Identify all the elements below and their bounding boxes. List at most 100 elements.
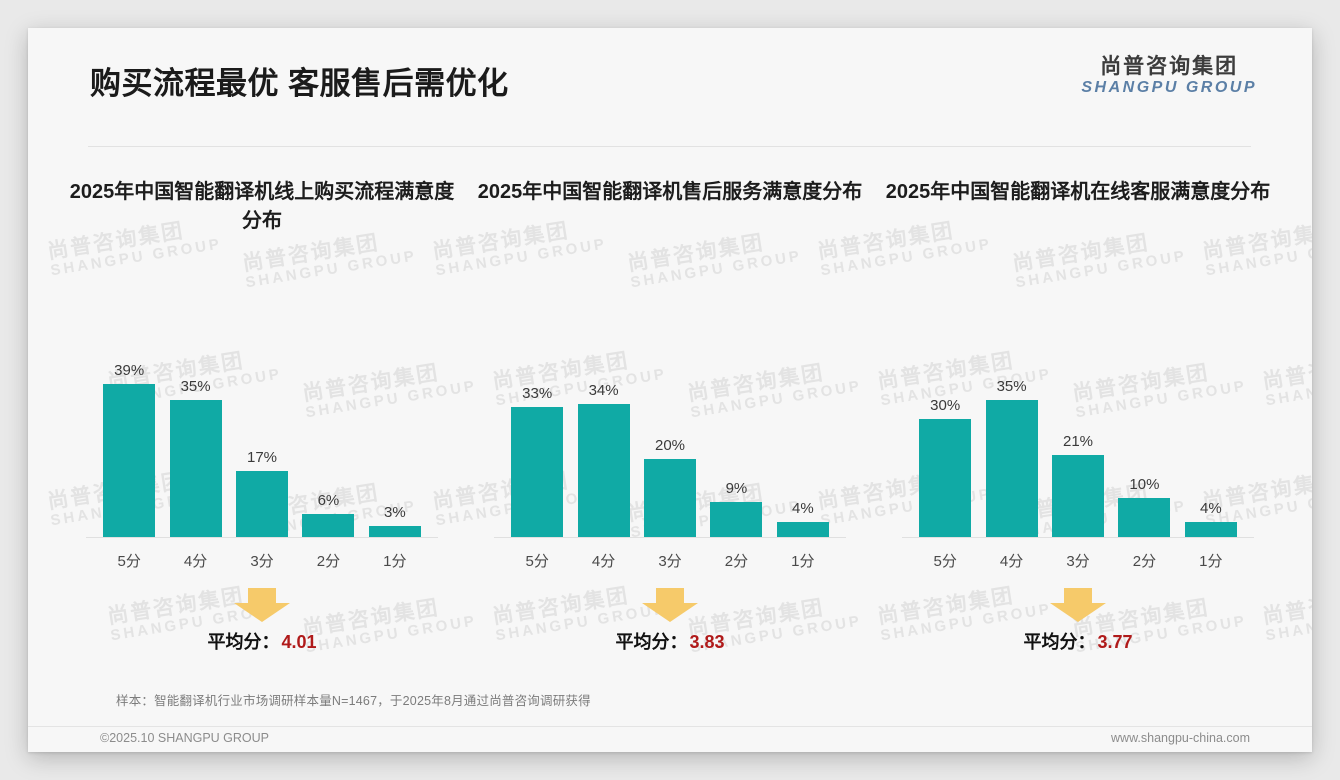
bar-value-label: 10% bbox=[1129, 476, 1160, 494]
chart-title: 2025年中国智能翻译机在线客服满意度分布 bbox=[885, 181, 1271, 203]
bar-slot[interactable]: 4% bbox=[774, 333, 832, 538]
x-axis-tick-label: 5分 bbox=[117, 553, 141, 570]
bar-slot[interactable]: 6% bbox=[299, 333, 357, 538]
page-title: 购买流程最优 客服售后需优化 bbox=[90, 66, 509, 101]
average-score-label: 平均分： bbox=[615, 632, 688, 652]
bar-slot[interactable]: 35% bbox=[982, 333, 1040, 538]
charts-row: 2025年中国智能翻译机线上购买流程满意度分布 39% 35% 17% 6% 3% 5分 4分… bbox=[58, 178, 1282, 688]
average-score-label: 平均分： bbox=[207, 632, 280, 652]
x-axis-tick-label: 1分 bbox=[791, 553, 815, 570]
bar-value-label: 4% bbox=[1200, 500, 1222, 518]
bar[interactable] bbox=[368, 526, 421, 538]
bar-value-label: 3% bbox=[384, 504, 406, 522]
bar[interactable] bbox=[302, 514, 355, 538]
bar-group: 33% 34% 20% 9% 4% bbox=[508, 333, 832, 538]
bar-value-label: 17% bbox=[246, 448, 278, 466]
x-axis-line bbox=[86, 537, 438, 538]
bar[interactable] bbox=[169, 399, 222, 538]
bar[interactable] bbox=[236, 470, 288, 538]
x-axis-tick-label: 2分 bbox=[316, 553, 341, 570]
average-score-block: 平均分： 4.01 bbox=[58, 588, 466, 654]
bar-value-label: 33% bbox=[522, 385, 553, 403]
x-axis-tick-label: 4分 bbox=[999, 553, 1024, 570]
chart-panel: 2025年中国智能翻译机在线客服满意度分布 30% 35% 21% 10% 4% 5分 4分 3… bbox=[874, 178, 1282, 688]
x-axis-tick-label: 2分 bbox=[724, 553, 749, 570]
average-score-value: 4.01 bbox=[281, 632, 317, 652]
x-axis-tick-label: 1分 bbox=[383, 553, 407, 570]
average-score-text: 平均分： 3.77 bbox=[874, 628, 1282, 654]
average-score-block: 平均分： 3.83 bbox=[466, 588, 874, 654]
bar[interactable] bbox=[644, 458, 696, 538]
footer-divider bbox=[28, 726, 1312, 727]
x-axis-tick-label: 4分 bbox=[591, 553, 616, 570]
bar[interactable] bbox=[1184, 522, 1237, 538]
bar-value-label: 39% bbox=[114, 361, 145, 379]
bar[interactable] bbox=[1052, 454, 1104, 538]
bar[interactable] bbox=[577, 403, 630, 538]
bar-slot[interactable]: 34% bbox=[574, 333, 632, 538]
down-arrow-icon bbox=[642, 588, 698, 622]
bar-slot[interactable]: 10% bbox=[1115, 333, 1173, 538]
website-text[interactable]: www.shangpu-china.com bbox=[1111, 731, 1250, 745]
bar-slot[interactable]: 21% bbox=[1049, 333, 1107, 538]
bar[interactable] bbox=[1118, 498, 1171, 538]
x-axis-tick-label: 3分 bbox=[1066, 553, 1090, 570]
bar-value-label: 30% bbox=[930, 397, 961, 415]
bar[interactable] bbox=[103, 383, 156, 538]
x-axis-tick-label: 4分 bbox=[183, 553, 208, 570]
bar-slot[interactable]: 4% bbox=[1182, 333, 1240, 538]
down-arrow-icon bbox=[234, 588, 290, 622]
bar-value-label: 35% bbox=[180, 377, 211, 395]
bar-slot[interactable]: 9% bbox=[707, 333, 765, 538]
bar[interactable] bbox=[776, 522, 829, 538]
slide-page: 尚普咨询集团 SHANGPU GROUP 尚普咨询集团 SHANGPU GROUP 尚普… bbox=[28, 28, 1312, 752]
bar-slot[interactable]: 3% bbox=[366, 333, 424, 538]
logo-chinese-text: 尚普咨询集团 bbox=[1100, 55, 1239, 78]
brand-logo: 尚普咨询集团 SHANGPU GROUP bbox=[1081, 55, 1257, 98]
average-score-text: 平均分： 4.01 bbox=[58, 628, 466, 654]
x-axis-tick-label: 3分 bbox=[250, 553, 274, 570]
bar-slot[interactable]: 33% bbox=[508, 333, 566, 538]
average-score-label: 平均分： bbox=[1023, 632, 1096, 652]
bar-value-label: 35% bbox=[996, 377, 1027, 395]
x-axis-labels: 5分 4分 3分 2分 1分 bbox=[100, 550, 424, 571]
copyright-text: ©2025.10 SHANGPU GROUP bbox=[100, 731, 269, 745]
down-arrow-icon bbox=[1050, 588, 1106, 622]
slide-header: 购买流程最优 客服售后需优化 尚普咨询集团 SHANGPU GROUP bbox=[28, 28, 1312, 120]
bar-slot[interactable]: 17% bbox=[233, 333, 291, 538]
bar-value-label: 6% bbox=[317, 492, 340, 510]
bar-value-label: 20% bbox=[654, 436, 686, 454]
slide-footer: ©2025.10 SHANGPU GROUP www.shangpu-china… bbox=[28, 727, 1312, 752]
x-axis-labels: 5分 4分 3分 2分 1分 bbox=[508, 550, 832, 571]
bar-slot[interactable]: 35% bbox=[166, 333, 224, 538]
header-divider bbox=[88, 146, 1251, 147]
bar-value-label: 21% bbox=[1062, 432, 1094, 450]
bar-group: 30% 35% 21% 10% 4% bbox=[916, 333, 1240, 538]
x-axis-tick-label: 5分 bbox=[525, 553, 549, 570]
bar-group: 39% 35% 17% 6% 3% bbox=[100, 333, 424, 538]
average-score-block: 平均分： 3.77 bbox=[874, 588, 1282, 654]
bar[interactable] bbox=[919, 419, 972, 538]
x-axis-tick-label: 3分 bbox=[658, 553, 682, 570]
bar-slot[interactable]: 39% bbox=[100, 333, 158, 538]
bar-slot[interactable]: 30% bbox=[916, 333, 974, 538]
x-axis-tick-label: 2分 bbox=[1132, 553, 1157, 570]
chart-plot-area: 39% 35% 17% 6% 3% bbox=[58, 333, 466, 538]
x-axis-line bbox=[494, 537, 846, 538]
bar-slot[interactable]: 20% bbox=[641, 333, 699, 538]
bar[interactable] bbox=[985, 399, 1038, 538]
bar[interactable] bbox=[710, 502, 763, 538]
chart-title: 2025年中国智能翻译机售后服务满意度分布 bbox=[477, 181, 863, 203]
logo-english-text: SHANGPU GROUP bbox=[1081, 79, 1257, 97]
chart-panel: 2025年中国智能翻译机售后服务满意度分布 33% 34% 20% 9% 4% 5分 4分 3分… bbox=[466, 178, 874, 688]
chart-title: 2025年中国智能翻译机线上购买流程满意度分布 bbox=[69, 181, 455, 232]
average-score-value: 3.83 bbox=[689, 632, 725, 652]
chart-panel: 2025年中国智能翻译机线上购买流程满意度分布 39% 35% 17% 6% 3% 5分 4分… bbox=[58, 178, 466, 688]
sample-footnote: 样本：智能翻译机行业市场调研样本量N=1467，于2025年8月通过尚普咨询调研… bbox=[116, 694, 591, 708]
bar-value-label: 4% bbox=[792, 500, 814, 518]
bar[interactable] bbox=[511, 407, 564, 538]
chart-plot-area: 33% 34% 20% 9% 4% bbox=[466, 333, 874, 538]
x-axis-labels: 5分 4分 3分 2分 1分 bbox=[916, 550, 1240, 571]
average-score-text: 平均分： 3.83 bbox=[466, 628, 874, 654]
x-axis-tick-label: 1分 bbox=[1199, 553, 1223, 570]
